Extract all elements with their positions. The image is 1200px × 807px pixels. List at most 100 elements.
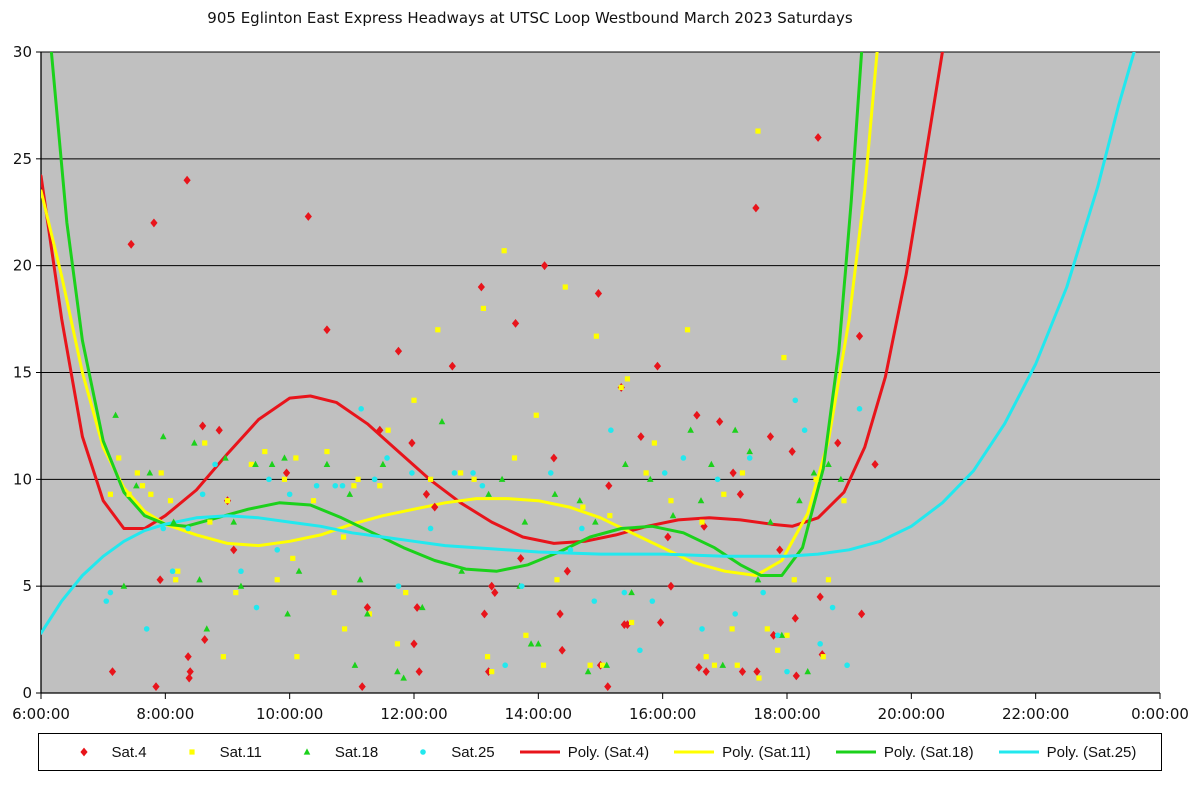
- data-point: [816, 592, 824, 602]
- data-point: [184, 652, 192, 662]
- y-tick-label: 10: [13, 470, 32, 488]
- legend-item: Poly. (Sat.25): [998, 744, 1136, 761]
- data-point: [792, 671, 800, 681]
- x-tick-label: 20:00:00: [878, 705, 945, 723]
- data-point: [591, 598, 598, 604]
- data-point: [764, 626, 770, 632]
- data-point: [281, 454, 288, 461]
- data-point: [379, 460, 387, 467]
- x-tick-label: 22:00:00: [1002, 705, 1069, 723]
- data-point: [185, 673, 193, 683]
- data-point: [304, 212, 312, 221]
- data-point: [418, 603, 426, 611]
- data-point: [628, 619, 635, 626]
- data-point: [488, 581, 496, 591]
- data-point: [355, 476, 361, 482]
- data-point: [341, 626, 348, 632]
- legend-item: Sat.4: [64, 744, 147, 761]
- data-point: [230, 545, 238, 555]
- data-point: [607, 513, 613, 519]
- data-point: [201, 635, 209, 644]
- data-point: [719, 661, 727, 668]
- data-point: [207, 519, 213, 525]
- data-point: [294, 654, 300, 660]
- legend-marker: [79, 747, 88, 757]
- data-point: [637, 647, 643, 654]
- data-point: [856, 406, 863, 412]
- data-point: [550, 453, 558, 463]
- legend-item: Sat.25: [403, 743, 495, 761]
- data-point: [668, 498, 674, 504]
- data-point: [358, 406, 364, 412]
- data-point: [385, 427, 391, 433]
- data-point: [116, 455, 122, 461]
- data-point: [310, 498, 317, 504]
- data-point: [323, 325, 331, 335]
- legend-item: Sat.18: [287, 744, 378, 761]
- data-point: [695, 662, 703, 672]
- data-point: [732, 611, 738, 617]
- data-point: [855, 331, 864, 341]
- data-point: [792, 397, 799, 404]
- data-point: [501, 248, 507, 254]
- data-point: [820, 654, 826, 660]
- data-point: [684, 327, 691, 333]
- data-point: [784, 632, 790, 638]
- data-point: [579, 525, 585, 532]
- data-point: [295, 567, 303, 574]
- data-point: [774, 632, 781, 639]
- data-point: [170, 518, 177, 525]
- data-point: [286, 491, 293, 498]
- data-point: [363, 603, 371, 612]
- data-point: [274, 577, 280, 583]
- data-point: [767, 518, 774, 525]
- data-point: [760, 589, 766, 596]
- data-point: [801, 427, 808, 433]
- data-point: [540, 662, 547, 668]
- data-point: [282, 468, 291, 478]
- data-point: [252, 460, 259, 467]
- data-point: [813, 476, 819, 482]
- legend-marker: [420, 749, 427, 755]
- data-point: [394, 346, 403, 356]
- data-point: [754, 576, 762, 583]
- data-point: [413, 603, 421, 612]
- data-point: [664, 532, 672, 542]
- data-point: [253, 604, 260, 611]
- data-point: [593, 333, 599, 339]
- data-point: [621, 589, 628, 596]
- data-point: [293, 455, 299, 461]
- data-point: [708, 460, 715, 467]
- data-point: [281, 476, 288, 482]
- data-point: [451, 470, 458, 476]
- legend-item: Poly. (Sat.11): [674, 744, 811, 761]
- legend-label: Sat.25: [451, 743, 495, 761]
- data-point: [608, 427, 614, 433]
- trendline: [49, 52, 864, 577]
- data-point: [643, 470, 649, 476]
- legend-label: Sat.11: [219, 743, 262, 761]
- data-point: [858, 609, 866, 619]
- data-point: [618, 384, 624, 391]
- x-tick-label: 10:00:00: [256, 705, 323, 723]
- data-point: [422, 489, 431, 499]
- data-point: [556, 609, 564, 619]
- data-point: [148, 491, 154, 497]
- trendline: [41, 52, 879, 577]
- data-point: [489, 669, 495, 675]
- data-point: [230, 518, 238, 525]
- data-point: [134, 470, 140, 476]
- data-point: [587, 662, 593, 668]
- legend-item: Poly. (Sat.18): [835, 744, 974, 761]
- data-point: [656, 618, 665, 627]
- data-point: [498, 475, 506, 482]
- data-point: [755, 128, 761, 134]
- data-point: [384, 455, 390, 461]
- gridlines: [41, 51, 1160, 587]
- data-point: [567, 547, 574, 553]
- data-point: [126, 491, 132, 497]
- data-point: [167, 498, 174, 504]
- legend-marker: [303, 748, 311, 755]
- data-point: [183, 175, 191, 185]
- legend-swatch: [519, 746, 560, 758]
